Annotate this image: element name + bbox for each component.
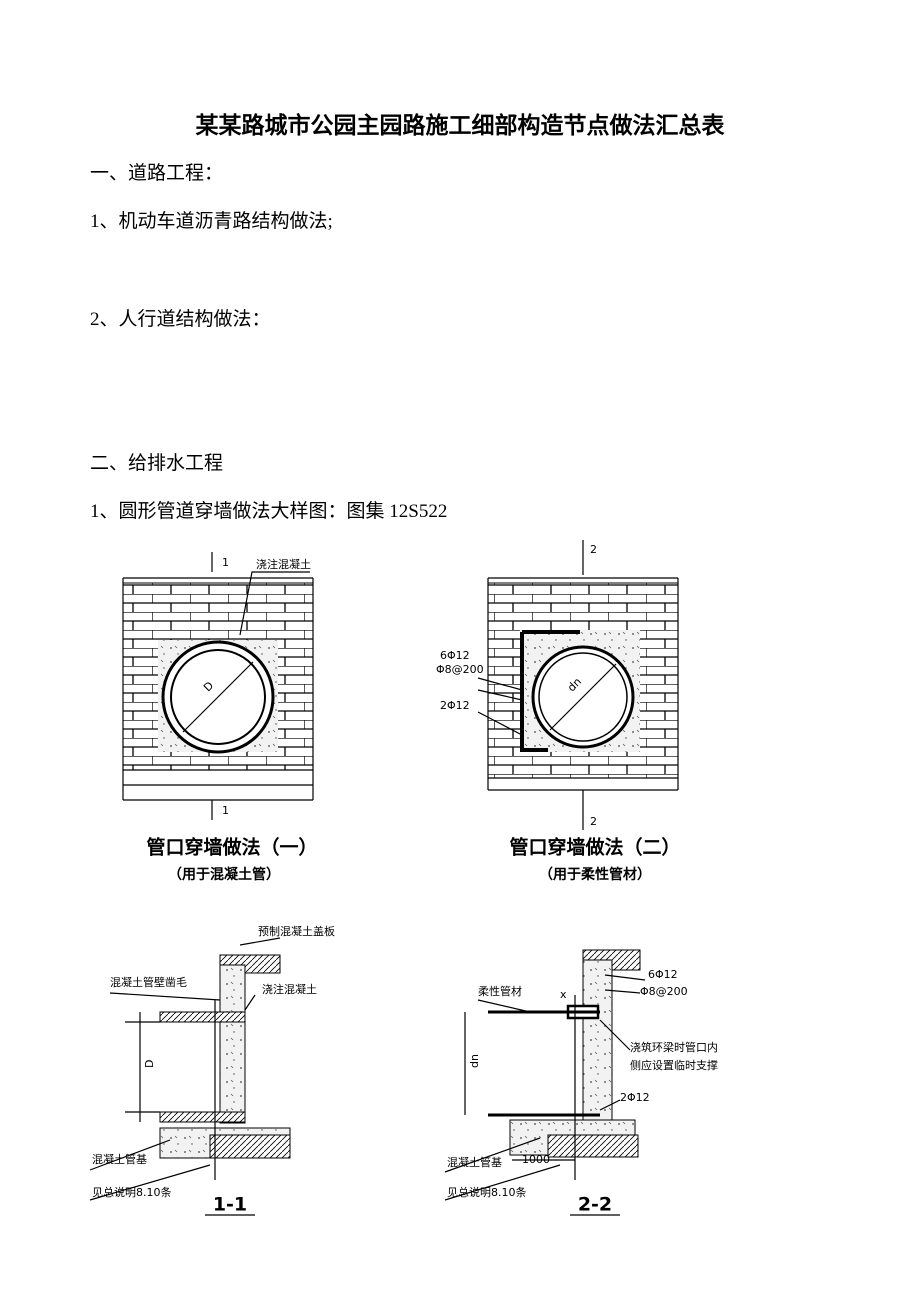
label: 柔性管材 <box>478 984 522 998</box>
item: 1、机动车道沥青路结构做法; <box>90 211 333 232</box>
label: 预制混凝土盖板 <box>258 924 335 938</box>
drawing-shape <box>89 937 281 1201</box>
label: 1-1 <box>213 1194 247 1216</box>
drawing-shape <box>547 1134 639 1158</box>
label: 1 <box>222 556 229 569</box>
heading: 二、给排水工程 <box>90 453 224 474</box>
label: 浇注混凝土 <box>262 982 317 996</box>
label: 2 <box>590 543 597 556</box>
label: 见总说明8.10条 <box>447 1185 527 1199</box>
label: D <box>143 1060 156 1068</box>
drawing-shape <box>520 630 580 752</box>
figure-1: 1 浇注混凝土 D 1 管口穿墙做法（一） （用于混凝土管） <box>122 552 318 883</box>
label: 2 <box>590 815 597 828</box>
drawing-shape <box>477 540 617 830</box>
label: 1 <box>222 804 229 817</box>
label: 混凝土管壁凿毛 <box>110 975 187 989</box>
label: 见总说明8.10条 <box>92 1185 172 1199</box>
label: 管口穿墙做法（二） <box>509 836 680 859</box>
label: 1000 <box>522 1153 550 1166</box>
label: 2Φ12 <box>620 1091 650 1104</box>
figure-4: 6Φ12 Φ8@200 柔性管材 x 浇筑环梁时管口内 侧应设置临时支撑 dn … <box>444 949 718 1216</box>
figure-3: 预制混凝土盖板 混凝土管壁凿毛 浇注混凝土 D 混凝土管基 见总说明8.10条 … <box>89 924 335 1216</box>
item: 1、圆形管道穿墙做法大样图：图集 12S522 <box>90 501 448 522</box>
label: Φ8@200 <box>640 985 688 998</box>
drawing-shape <box>182 552 310 820</box>
label: 6Φ12 <box>648 968 678 981</box>
label: （用于柔性管材） <box>539 866 651 883</box>
drawing-shape <box>582 959 613 1136</box>
drawing-shape <box>444 974 646 1201</box>
label: 管口穿墙做法（一） <box>146 836 317 859</box>
label: 侧应设置临时支撑 <box>630 1058 718 1072</box>
figure-2: 2 6Φ12 Φ8@200 2Φ12 dn 2 管口穿墙做法（二） （用于柔性管… <box>436 540 681 883</box>
label: 浇注混凝土 <box>256 557 311 571</box>
drawing-shape <box>122 577 314 801</box>
heading: 一、道路工程： <box>90 163 224 184</box>
label: 2Φ12 <box>440 699 470 712</box>
drawing-shape <box>159 1111 246 1123</box>
label: 浇筑环梁时管口内 <box>630 1040 718 1054</box>
drawing-shape <box>209 1134 291 1159</box>
drawing-shape <box>159 1011 246 1023</box>
item: 2、人行道结构做法： <box>90 309 271 330</box>
label: 混凝土管基 <box>447 1155 502 1169</box>
label: Φ8@200 <box>436 663 484 676</box>
label: 6Φ12 <box>440 649 470 662</box>
label: 2-2 <box>578 1194 612 1216</box>
label: dn <box>468 1054 481 1068</box>
label: x <box>560 988 567 1001</box>
title: 某某路城市公园主园路施工细部构造节点做法汇总表 <box>195 113 725 138</box>
label: （用于混凝土管） <box>168 866 280 883</box>
drawing-shape <box>219 964 246 1124</box>
label: 混凝土管基 <box>92 1152 147 1166</box>
